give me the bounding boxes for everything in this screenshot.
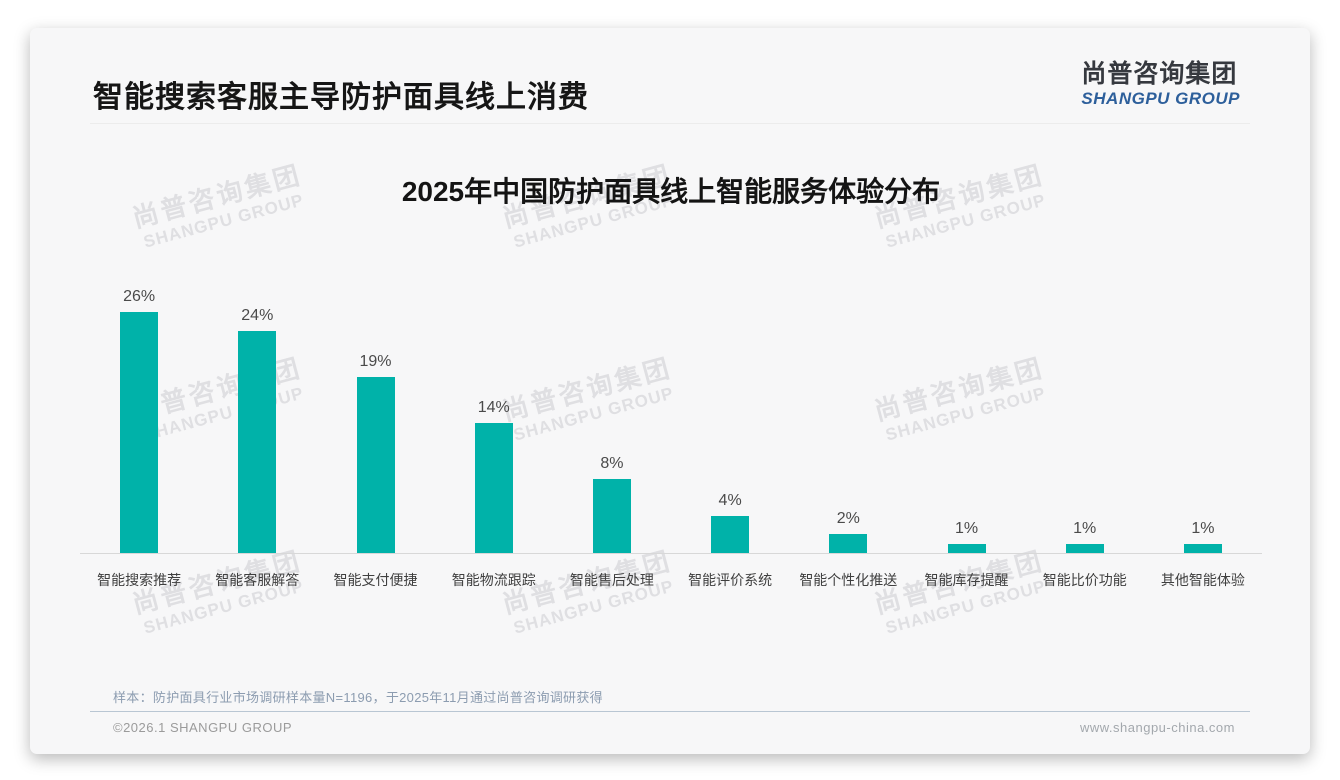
slide-card: 尚普咨询集团 SHANGPU GROUP 尚普咨询集团 SHANGPU GROUP 尚普… — [30, 28, 1310, 754]
bar-column: 2% — [789, 510, 907, 553]
bar-column: 8% — [553, 455, 671, 553]
bar-value-label: 1% — [954, 519, 979, 537]
bar-category-label: 智能售后处理 — [569, 572, 654, 588]
logo-english-text: SHANGPU GROUP — [1081, 88, 1240, 108]
watermark: 尚普咨询集团 SHANGPU GROUP — [840, 538, 1085, 649]
bar-value-label: 14% — [477, 399, 510, 417]
bar-column: 1% — [1144, 520, 1262, 553]
bar — [238, 330, 277, 553]
bar-value-label: 24% — [241, 306, 274, 324]
bar-value-label: 1% — [1191, 519, 1215, 537]
bar-category-label: 智能搜索推荐 — [97, 572, 182, 588]
copyright-text: ©2026.1 SHANGPU GROUP — [113, 720, 293, 735]
bar-category-label: 智能支付便捷 — [333, 572, 418, 588]
bar-column: 26% — [80, 288, 198, 553]
bar-category-label: 智能评价系统 — [688, 572, 773, 588]
bar — [1065, 543, 1104, 553]
x-axis-line — [80, 553, 1262, 554]
company-logo: 尚普咨询集团 SHANGPU GROUP — [1081, 60, 1240, 109]
bar-value-label: 19% — [359, 352, 392, 370]
bar-column: 1% — [1026, 520, 1144, 553]
slide-title: 智能搜索客服主导防护面具线上消费 — [93, 81, 589, 114]
bar — [947, 543, 986, 553]
logo-chinese-text: 尚普咨询集团 — [1081, 60, 1238, 88]
bar-category-label: 智能比价功能 — [1042, 572, 1127, 588]
bar — [474, 423, 513, 553]
watermark: 尚普咨询集团 SHANGPU GROUP — [98, 538, 343, 649]
chart-title: 2025年中国防护面具线上智能服务体验分布 — [401, 176, 941, 207]
bar-value-label: 2% — [836, 510, 860, 528]
bar — [1183, 543, 1222, 553]
bar-value-label: 8% — [600, 454, 624, 472]
bar-column: 24% — [198, 307, 316, 553]
title-divider — [90, 123, 1250, 124]
bar-value-label: 4% — [718, 491, 742, 509]
bar-value-label: 1% — [1073, 519, 1097, 537]
website-text: www.shangpu-china.com — [1079, 720, 1235, 735]
watermark: 尚普咨询集团 SHANGPU GROUP — [468, 538, 713, 649]
bar-category-label: 智能库存提醒 — [924, 572, 1009, 588]
bar-category-label: 智能个性化推送 — [799, 572, 898, 588]
bar-column: 4% — [671, 492, 789, 553]
bar-column: 19% — [316, 353, 434, 553]
bar — [592, 478, 631, 553]
x-axis-category-labels: 智能搜索推荐 智能客服解答 智能支付便捷 智能物流跟踪 智能售后处理 智能评价系统 智能个性… — [80, 570, 1262, 590]
bar-chart-plot-area: 26% 24% 19% 14% 8% 4% 2% 1% 1% 1% — [80, 273, 1262, 553]
sample-footnote: 样本：防护面具行业市场调研样本量N=1196，于2025年11月通过尚普咨询调研… — [113, 690, 603, 705]
bar — [356, 376, 395, 553]
bar-category-label: 其他智能体验 — [1160, 572, 1245, 588]
bar-category-label: 智能物流跟踪 — [451, 572, 536, 588]
bar-value-label: 26% — [123, 287, 156, 305]
bar — [120, 311, 159, 553]
footer-divider — [90, 711, 1250, 712]
bar — [711, 515, 750, 553]
bar — [829, 534, 868, 553]
bar-column: 1% — [907, 520, 1025, 553]
bar-column: 14% — [435, 399, 553, 553]
bar-category-label: 智能客服解答 — [215, 572, 300, 588]
